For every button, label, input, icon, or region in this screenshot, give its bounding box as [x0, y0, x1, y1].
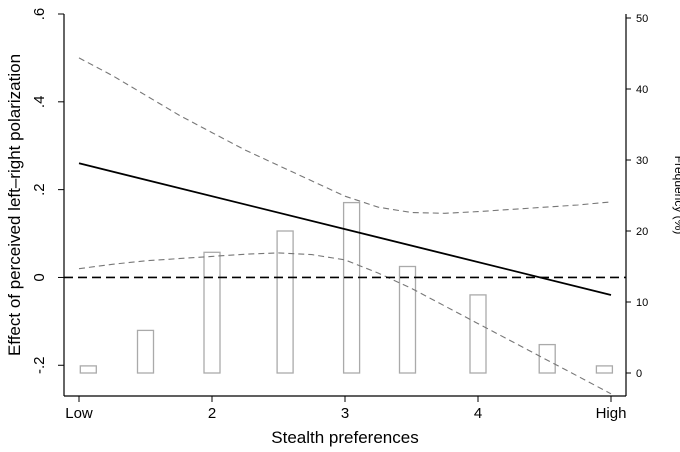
- histogram-bar: [398, 265, 417, 374]
- y-tick-label: .2: [31, 183, 48, 196]
- histogram-bar: [538, 343, 556, 374]
- histogram-bar: [79, 365, 97, 374]
- axes: [63, 14, 627, 397]
- y-axis-title: Effect of perceived left–right polarizat…: [5, 54, 24, 356]
- x-tick-label: Low: [65, 405, 93, 422]
- y-tick-label: 0: [31, 273, 48, 281]
- plot-lines: [64, 57, 626, 395]
- y-tick-label: .4: [31, 96, 48, 109]
- histogram-bar: [203, 251, 221, 374]
- histogram-bar: [469, 294, 487, 374]
- upper-ci-line: [78, 57, 612, 214]
- tick-marks: [58, 13, 631, 402]
- histogram-bar: [136, 329, 155, 374]
- x-axis-title: Stealth preferences: [271, 428, 418, 447]
- lower-ci-line: [78, 252, 612, 395]
- y-tick-label: -.2: [31, 357, 48, 375]
- right-y-tick-label: 10: [636, 297, 648, 309]
- right-y-tick-label: 20: [636, 226, 648, 238]
- x-tick-label: 3: [341, 405, 349, 422]
- x-tick-label: 4: [474, 405, 482, 422]
- x-tick-label: High: [596, 405, 627, 422]
- right-y-tick-label: 50: [636, 13, 648, 25]
- histogram-bar: [595, 365, 614, 374]
- right-y-tick-label: 30: [636, 155, 648, 167]
- y-tick-label: .6: [31, 8, 48, 21]
- tick-labels: Low 2 3 4 High -.2 0 .2 .4 .6 0 10 20 30 40 50: [31, 8, 648, 422]
- histogram-bars: [79, 201, 614, 374]
- effect-line: [78, 162, 612, 296]
- histogram-bar: [342, 201, 361, 374]
- right-axis-title: Frequency (%): [672, 156, 680, 235]
- histogram-bar: [276, 230, 294, 374]
- right-y-tick-label: 40: [636, 84, 648, 96]
- x-tick-label: 2: [208, 405, 216, 422]
- right-y-tick-label: 0: [636, 368, 642, 380]
